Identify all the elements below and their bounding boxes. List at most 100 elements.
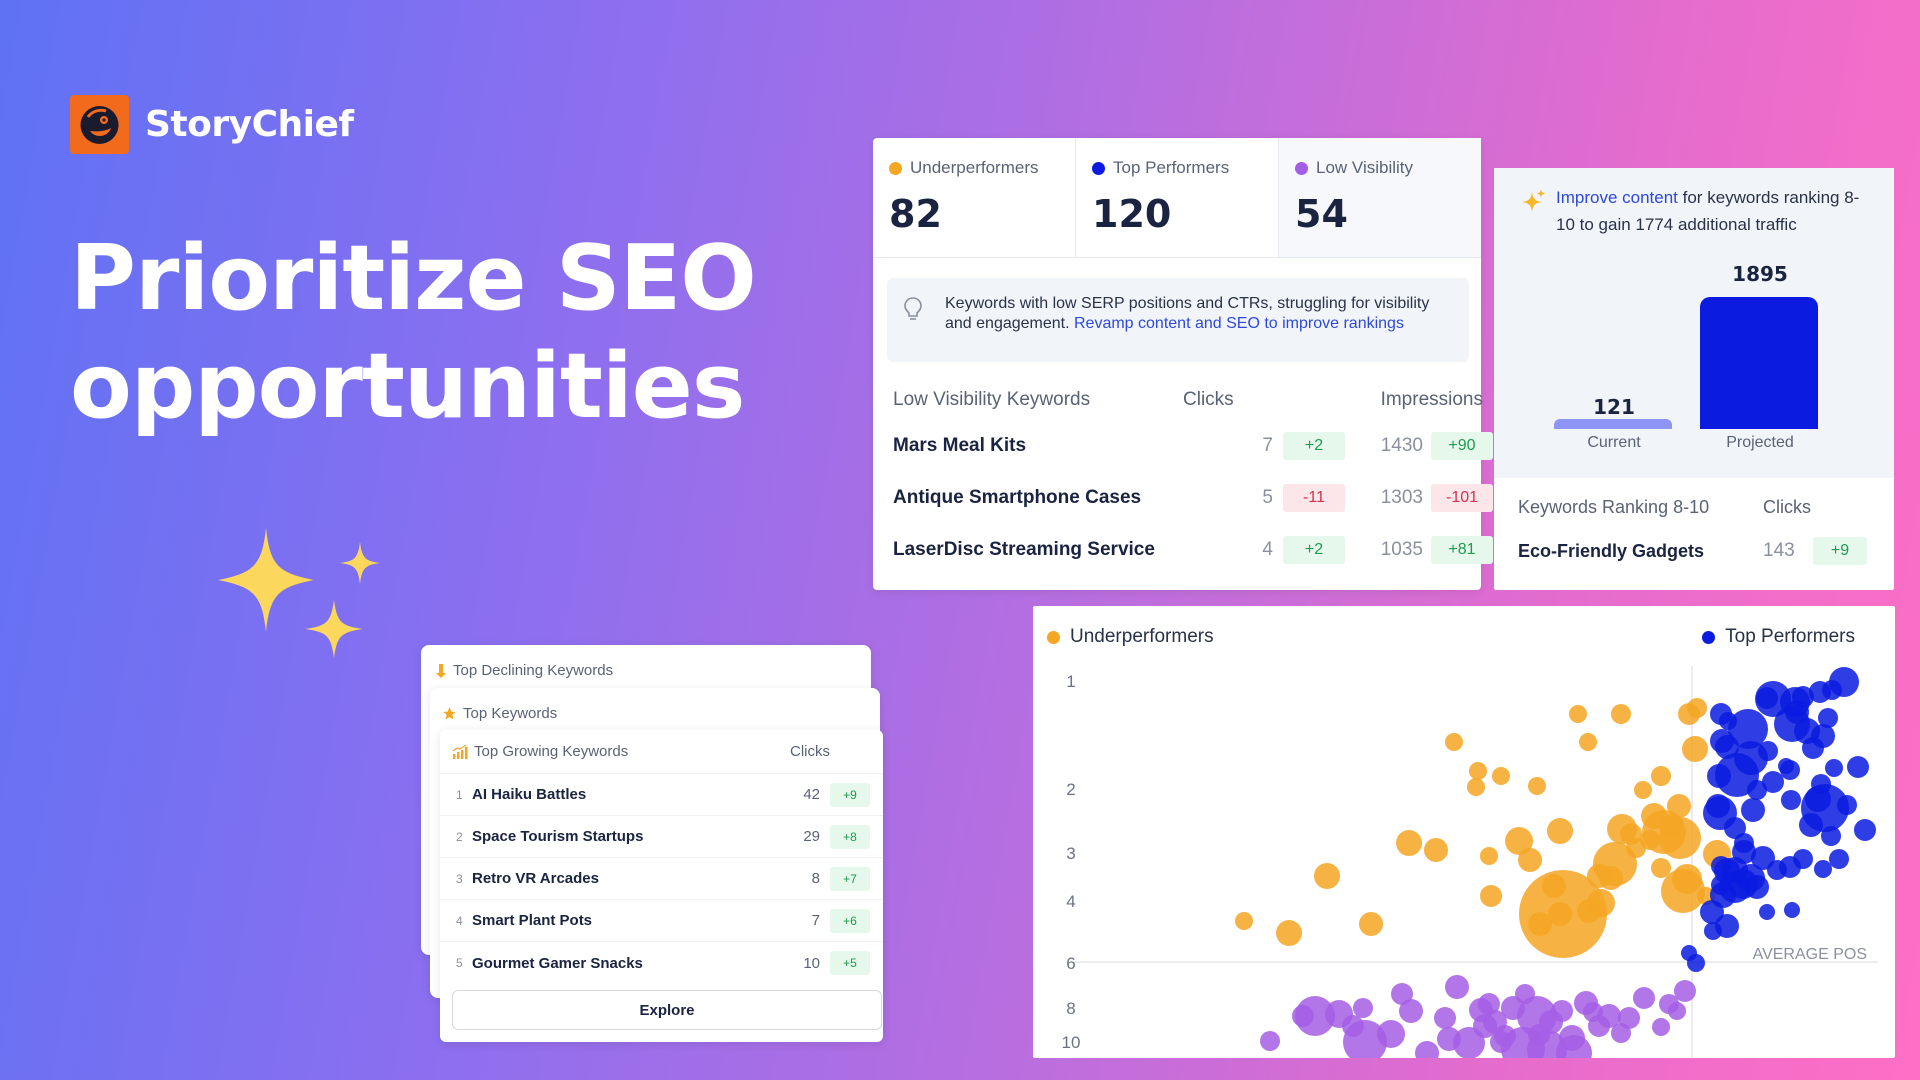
top-performer-bubble[interactable]	[1801, 784, 1849, 832]
top-performer-bubble[interactable]	[1687, 954, 1705, 972]
top-performer-bubble[interactable]	[1715, 914, 1739, 938]
legend-underperformers[interactable]: Underperformers	[1047, 626, 1214, 648]
low-visibility-bubble[interactable]	[1618, 1007, 1640, 1029]
top-performer-bubble[interactable]	[1762, 771, 1784, 793]
underperformer-bubble[interactable]	[1276, 920, 1302, 946]
top-performer-bubble[interactable]	[1728, 709, 1768, 749]
keyword-name[interactable]: Gourmet Gamer Snacks	[472, 954, 643, 972]
stat-underperformers[interactable]: Underperformers 82	[873, 138, 1076, 257]
underperformer-bubble[interactable]	[1480, 847, 1498, 865]
top-performer-bubble[interactable]	[1710, 703, 1732, 725]
underperformer-bubble[interactable]	[1607, 814, 1637, 844]
column-header[interactable]: Clicks	[790, 743, 830, 760]
underperformer-bubble[interactable]	[1359, 912, 1383, 936]
underperformer-bubble[interactable]	[1599, 866, 1623, 890]
underperformer-bubble[interactable]	[1314, 863, 1340, 889]
underperformer-bubble[interactable]	[1587, 889, 1615, 917]
low-visibility-bubble[interactable]	[1668, 1002, 1686, 1020]
underperformer-bubble[interactable]	[1424, 838, 1448, 862]
list-item[interactable]: 2 Space Tourism Startups 29 +8	[440, 816, 883, 858]
top-performer-bubble[interactable]	[1818, 708, 1838, 728]
column-header[interactable]: Clicks	[1183, 389, 1234, 410]
low-visibility-bubble[interactable]	[1391, 983, 1413, 1005]
top-performer-bubble[interactable]	[1745, 875, 1769, 899]
explore-button[interactable]: Explore	[452, 990, 882, 1030]
top-performer-bubble[interactable]	[1837, 795, 1857, 815]
underperformer-bubble[interactable]	[1480, 885, 1502, 907]
column-header[interactable]: Clicks	[1763, 496, 1811, 517]
table-row[interactable]: Antique Smartphone Cases 5 -11 1303 -101	[893, 472, 1493, 524]
column-header[interactable]: Keywords Ranking 8-10	[1518, 496, 1710, 517]
keyword-name[interactable]: AI Haiku Battles	[472, 786, 587, 803]
low-visibility-bubble[interactable]	[1633, 987, 1655, 1009]
underperformer-bubble[interactable]	[1519, 870, 1607, 958]
top-performer-bubble[interactable]	[1747, 780, 1767, 800]
table-row[interactable]: Mars Meal Kits 7 +2 1430 +90	[893, 420, 1493, 472]
table-row[interactable]: LaserDisc Streaming Service 4 +2 1035 +8…	[893, 524, 1493, 576]
legend-top-performers[interactable]: Top Performers	[1702, 626, 1855, 648]
underperformer-bubble[interactable]	[1659, 817, 1701, 859]
list-item[interactable]: 5 Gourmet Gamer Snacks 10 +5	[440, 942, 883, 984]
underperformer-bubble[interactable]	[1547, 818, 1573, 844]
low-visibility-bubble[interactable]	[1295, 996, 1335, 1036]
top-performer-bubble[interactable]	[1756, 687, 1778, 709]
top-performer-bubble[interactable]	[1707, 764, 1731, 788]
underperformer-bubble[interactable]	[1505, 827, 1533, 855]
underperformer-bubble[interactable]	[1634, 781, 1652, 799]
keyword-name[interactable]: Mars Meal Kits	[893, 435, 1027, 456]
stat-low-visibility[interactable]: Low Visibility 54	[1279, 138, 1481, 257]
low-visibility-bubble[interactable]	[1377, 1020, 1405, 1048]
improve-content-link[interactable]: Improve content	[1556, 188, 1678, 207]
low-visibility-bubble[interactable]	[1399, 999, 1423, 1023]
top-performer-bubble[interactable]	[1741, 798, 1765, 822]
list-item[interactable]: 1 AI Haiku Battles 42 +9	[440, 774, 883, 816]
top-performer-bubble[interactable]	[1784, 902, 1800, 918]
underperformer-bubble[interactable]	[1672, 864, 1702, 894]
underperformer-bubble[interactable]	[1569, 705, 1587, 723]
underperformer-bubble[interactable]	[1467, 778, 1485, 796]
low-visibility-bubble[interactable]	[1652, 1018, 1670, 1036]
table-row[interactable]: Eco-Friendly Gadgets 143 +9	[1518, 526, 1894, 576]
low-visibility-bubble[interactable]	[1260, 1031, 1280, 1051]
top-performer-bubble[interactable]	[1811, 774, 1831, 794]
low-visibility-bubble[interactable]	[1343, 1020, 1387, 1058]
top-performer-bubble[interactable]	[1793, 849, 1813, 869]
keyword-name[interactable]: Space Tourism Startups	[472, 828, 644, 845]
keyword-name[interactable]: Retro VR Arcades	[472, 870, 599, 887]
top-performer-bubble[interactable]	[1715, 735, 1739, 759]
underperformer-bubble[interactable]	[1469, 762, 1487, 780]
column-header[interactable]: Impressions	[1380, 389, 1483, 410]
low-visibility-bubble[interactable]	[1597, 1004, 1621, 1028]
low-visibility-bubble[interactable]	[1434, 1007, 1456, 1029]
top-performer-bubble[interactable]	[1758, 741, 1778, 761]
underperformer-bubble[interactable]	[1518, 848, 1542, 872]
underperformer-bubble[interactable]	[1687, 698, 1707, 718]
top-performer-bubble[interactable]	[1781, 790, 1801, 810]
underperformer-bubble[interactable]	[1651, 858, 1671, 878]
low-visibility-bubble[interactable]	[1556, 1035, 1592, 1058]
top-performer-bubble[interactable]	[1847, 756, 1869, 778]
top-performer-bubble[interactable]	[1854, 819, 1876, 841]
top-performer-bubble[interactable]	[1829, 849, 1849, 869]
underperformer-bubble[interactable]	[1445, 733, 1463, 751]
top-performer-bubble[interactable]	[1724, 817, 1746, 839]
keyword-name[interactable]: Smart Plant Pots	[472, 912, 593, 929]
top-performer-bubble[interactable]	[1706, 794, 1730, 818]
underperformer-bubble[interactable]	[1579, 733, 1597, 751]
top-performer-bubble[interactable]	[1811, 724, 1835, 748]
underperformer-bubble[interactable]	[1492, 767, 1510, 785]
column-header[interactable]: Low Visibility Keywords	[893, 389, 1091, 410]
top-performer-bubble[interactable]	[1714, 858, 1740, 884]
list-item[interactable]: 4 Smart Plant Pots 7 +6	[440, 900, 883, 942]
low-visibility-bubble[interactable]	[1478, 993, 1500, 1015]
top-performer-bubble[interactable]	[1814, 860, 1832, 878]
low-visibility-bubble[interactable]	[1674, 980, 1696, 1002]
underperformer-bubble[interactable]	[1682, 736, 1708, 762]
underperformer-bubble[interactable]	[1611, 704, 1631, 724]
low-visibility-bubble[interactable]	[1473, 1014, 1497, 1038]
underperformer-bubble[interactable]	[1528, 777, 1546, 795]
top-performer-bubble[interactable]	[1759, 904, 1775, 920]
low-visibility-bubble[interactable]	[1353, 998, 1373, 1018]
stat-top-performers[interactable]: Top Performers 120	[1076, 138, 1279, 257]
keyword-name[interactable]: Eco-Friendly Gadgets	[1518, 540, 1705, 561]
